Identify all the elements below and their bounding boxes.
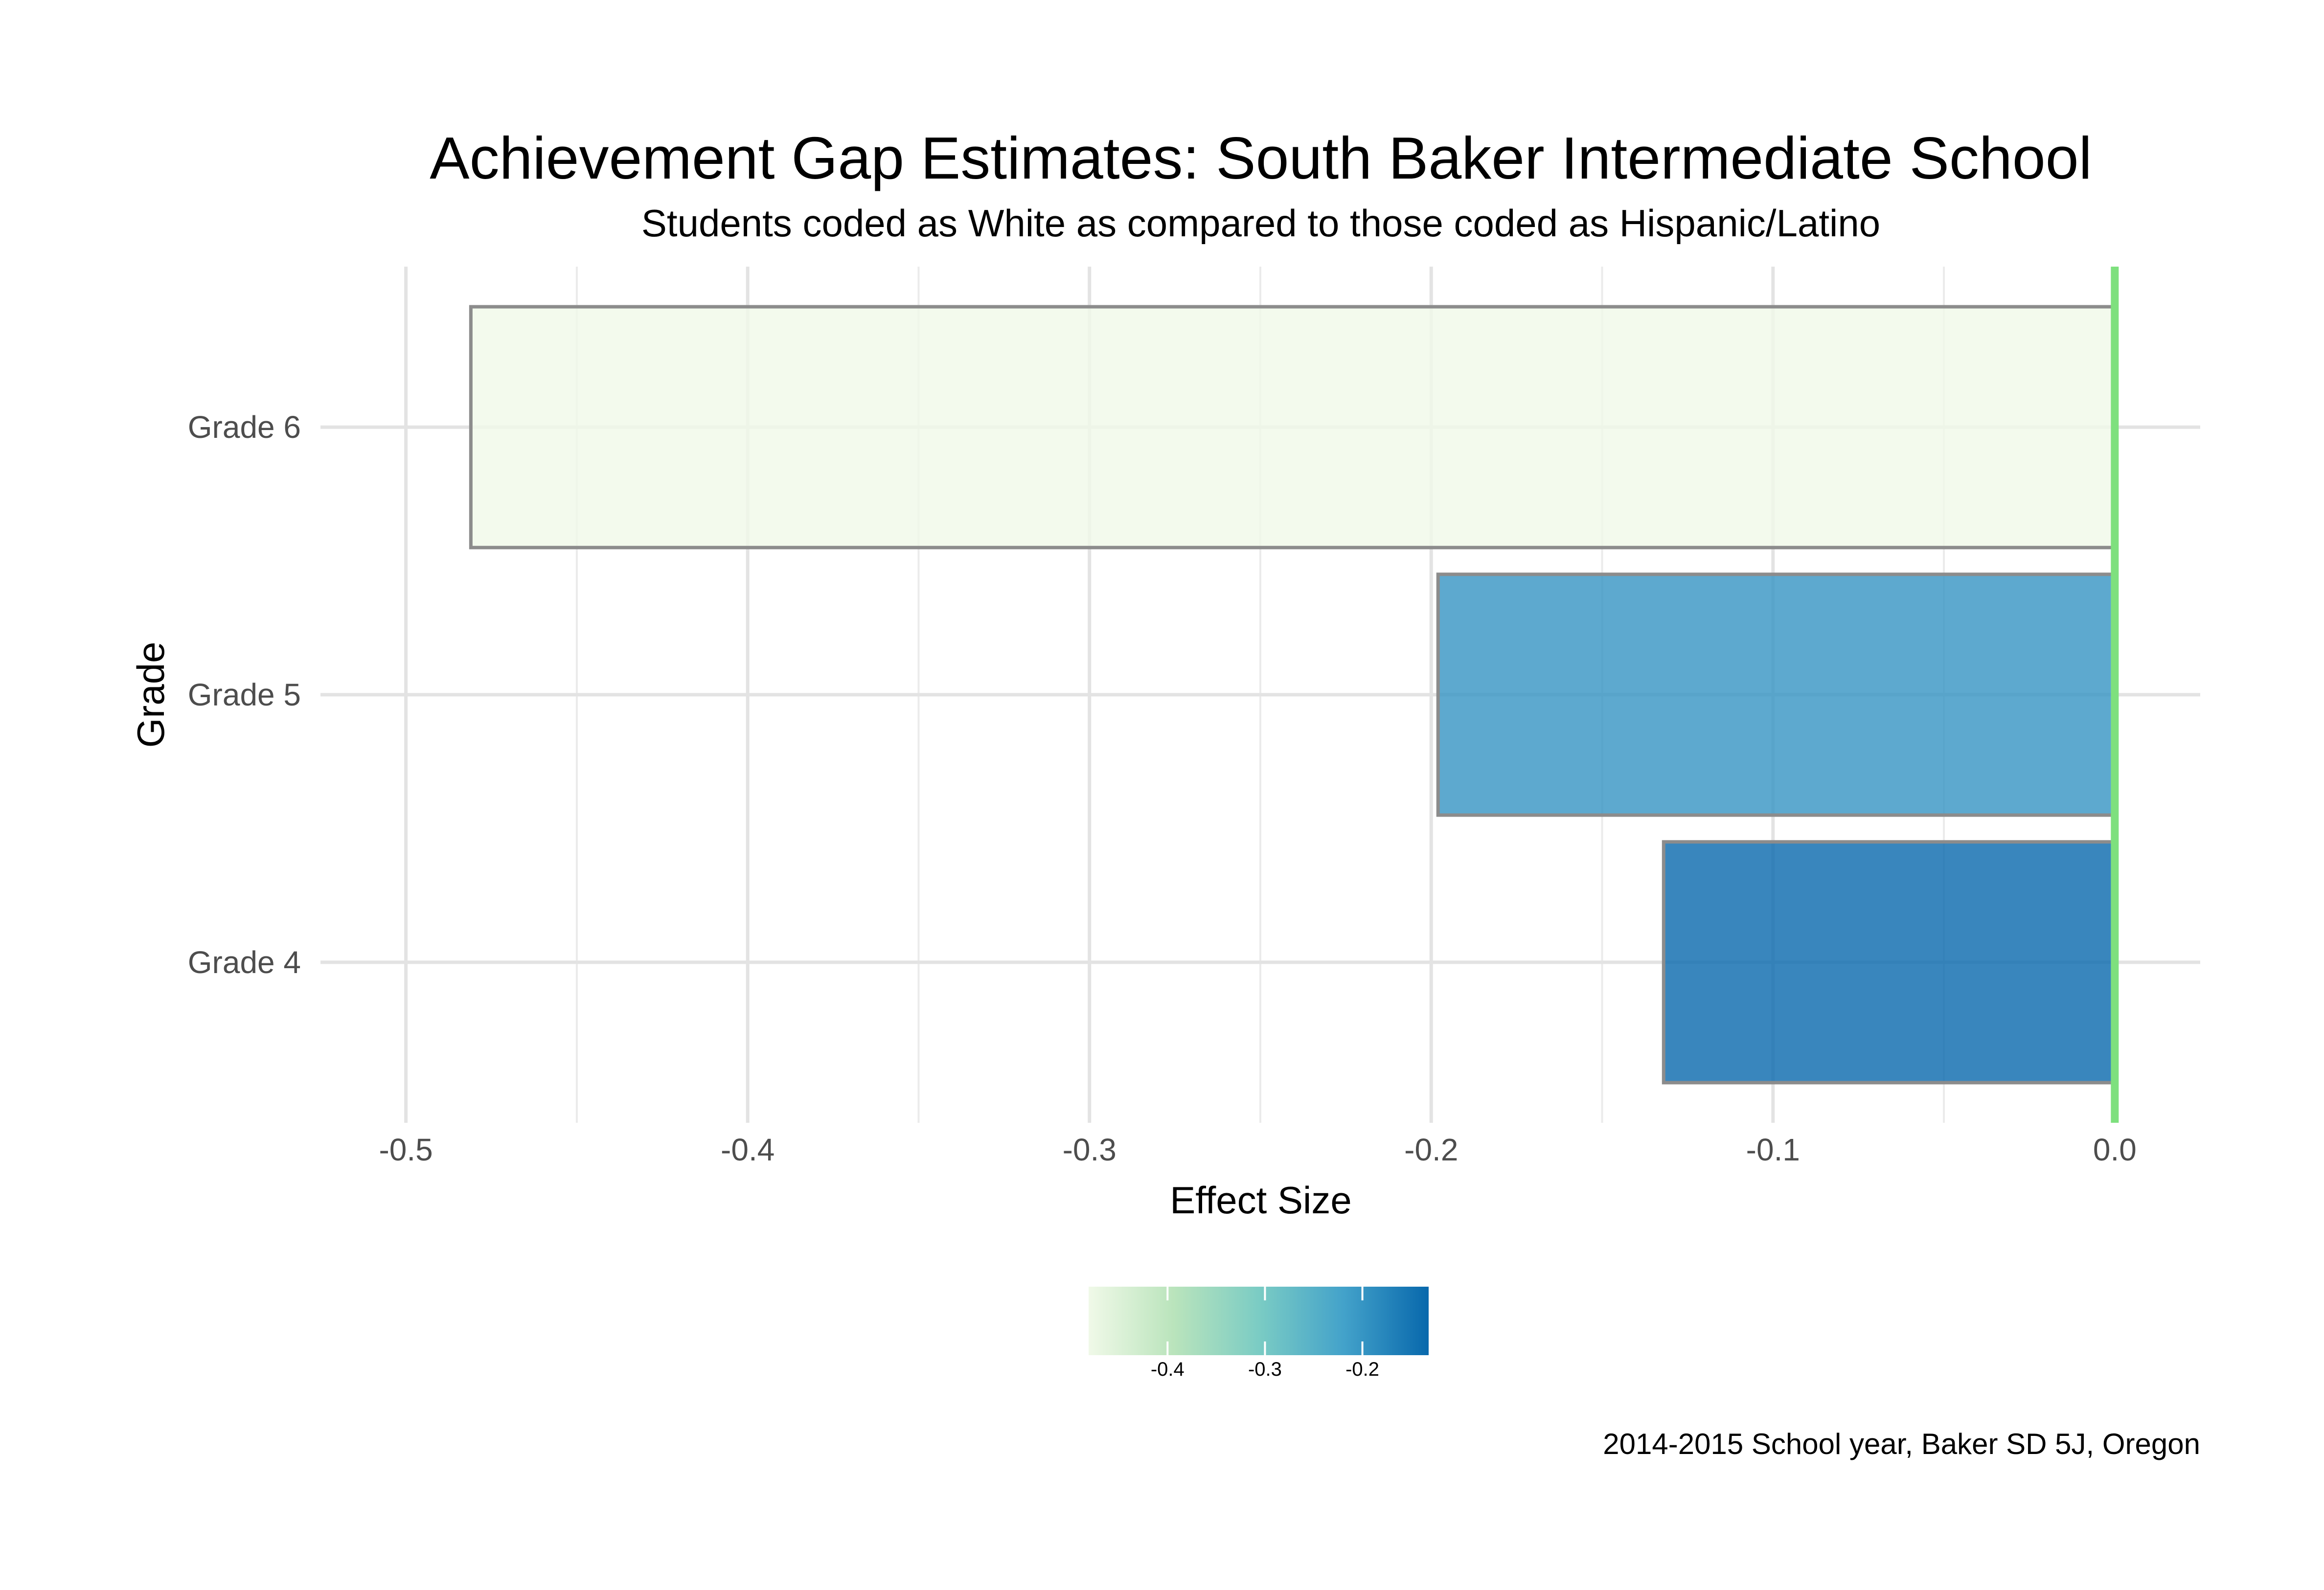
x-tick-label: 0.0 — [2093, 1132, 2137, 1167]
bar-grade-4 — [1662, 840, 2117, 1085]
x-axis-title: Effect Size — [1170, 1179, 1351, 1222]
x-tick-label: -0.4 — [721, 1132, 775, 1167]
x-tick-label: -0.5 — [379, 1132, 433, 1167]
y-tick-label: Grade 4 — [188, 945, 301, 980]
bar-grade-6 — [469, 305, 2117, 549]
legend-tick-label: -0.4 — [1151, 1359, 1185, 1380]
bars — [469, 305, 2117, 1085]
x-tick-label: -0.3 — [1063, 1132, 1116, 1167]
x-tick-label: -0.2 — [1404, 1132, 1458, 1167]
chart-title: Achievement Gap Estimates: South Baker I… — [430, 125, 2092, 191]
y-tick-label: Grade 5 — [188, 677, 301, 712]
chart-subtitle: Students coded as White as compared to t… — [641, 202, 1880, 245]
y-axis-ticks: Grade 4 Grade 5 Grade 6 — [188, 409, 301, 980]
bar-grade-5 — [1436, 572, 2117, 817]
y-axis-title: Grade — [129, 642, 172, 748]
y-tick-label: Grade 6 — [188, 409, 301, 445]
x-tick-label: -0.1 — [1746, 1132, 1800, 1167]
legend-tick-label: -0.2 — [1345, 1359, 1379, 1380]
color-legend: -0.4 -0.3 -0.2 — [1089, 1287, 1429, 1380]
chart-caption: 2014-2015 School year, Baker SD 5J, Oreg… — [1603, 1428, 2200, 1460]
legend-colorbar — [1089, 1287, 1429, 1355]
x-axis-ticks: -0.5 -0.4 -0.3 -0.2 -0.1 0.0 — [379, 1132, 2136, 1167]
legend-tick-label: -0.3 — [1248, 1359, 1282, 1380]
